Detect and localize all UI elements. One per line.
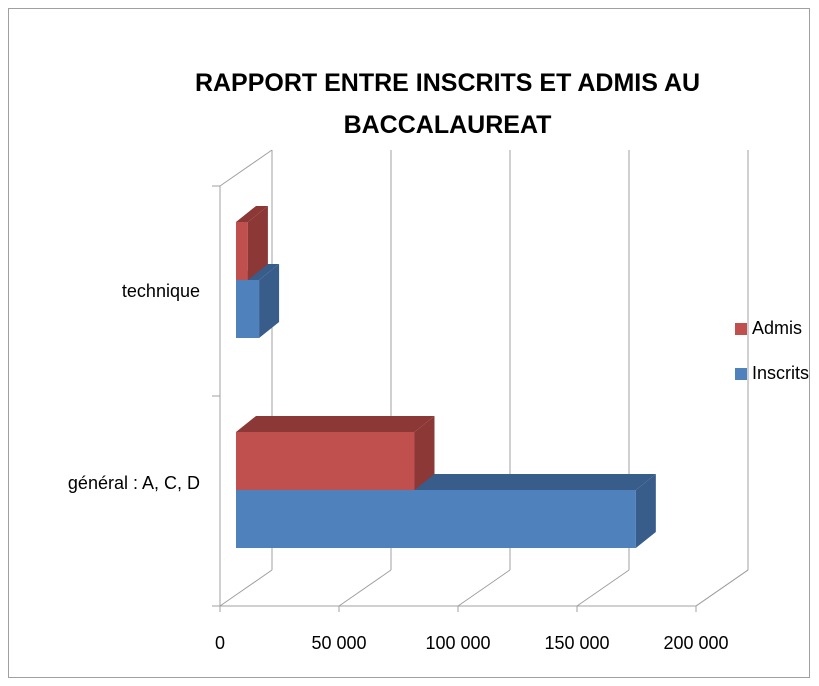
bar-top bbox=[236, 416, 435, 432]
legend-swatch bbox=[735, 323, 747, 335]
y-tick-label: technique bbox=[121, 281, 200, 301]
grid-line bbox=[695, 569, 749, 607]
chart-title: RAPPORT ENTRE INSCRITS ET ADMIS AU BACCA… bbox=[194, 69, 701, 139]
bar bbox=[236, 280, 260, 338]
grid-line bbox=[576, 569, 630, 607]
bar-side bbox=[635, 474, 656, 548]
axis-wall bbox=[219, 149, 273, 187]
bar bbox=[236, 490, 636, 548]
x-tick-label: 200 000 bbox=[663, 633, 728, 653]
y-tick-label: général : A, C, D bbox=[67, 473, 200, 493]
grid-line bbox=[457, 569, 511, 607]
grid-line bbox=[338, 569, 392, 607]
chart-frame bbox=[8, 8, 810, 678]
x-tick-label: 50 000 bbox=[311, 633, 366, 653]
bar bbox=[236, 432, 415, 490]
x-tick-label: 150 000 bbox=[544, 633, 609, 653]
bar bbox=[236, 222, 248, 280]
legend-label: Inscrits bbox=[752, 363, 809, 383]
legend-swatch bbox=[735, 368, 747, 380]
legend-label: Admis bbox=[752, 318, 802, 338]
bar-top bbox=[236, 206, 268, 222]
x-tick-label: 100 000 bbox=[425, 633, 490, 653]
bar-side bbox=[259, 264, 280, 338]
x-tick-label: 0 bbox=[215, 633, 225, 653]
bar-side bbox=[247, 206, 268, 280]
grid-line bbox=[219, 569, 273, 607]
bar-side bbox=[414, 416, 435, 490]
